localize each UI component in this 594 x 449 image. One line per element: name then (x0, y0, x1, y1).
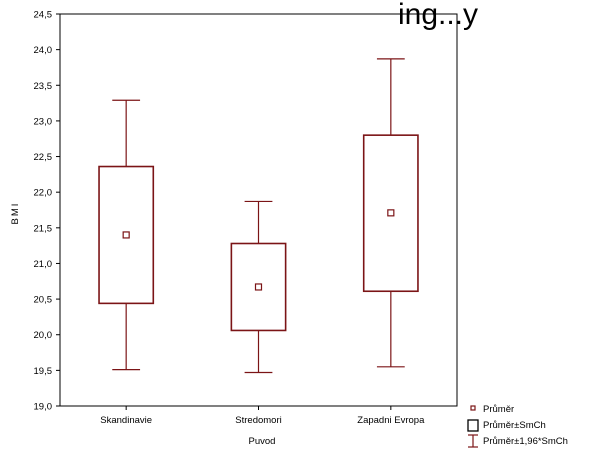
y-tick-label: 22,5 (34, 152, 53, 163)
y-tick-label: 23,5 (34, 81, 53, 92)
box (230, 242, 287, 332)
chart-title: ing...y (398, 0, 478, 31)
y-tick-label: 20,5 (34, 295, 53, 306)
x-tick-label: Stredomori (235, 415, 281, 426)
x-tick-label: Skandinavie (100, 415, 152, 426)
mean-marker (387, 209, 395, 217)
y-tick-label: 24,5 (34, 10, 53, 21)
legend-mean-label: Průměr (483, 404, 514, 415)
box-series (98, 58, 419, 374)
y-tick-label: 23,0 (34, 116, 53, 127)
chart-title-fragment: ing...y (398, 0, 478, 31)
legend-box-label: Průměr±SmCh (483, 420, 546, 431)
legend-mean-marker (470, 405, 476, 411)
legend-item-mean: Průměr (470, 404, 514, 415)
mean-marker (254, 283, 263, 291)
y-tick-label: 21,0 (34, 259, 53, 270)
legend-box-marker (467, 419, 479, 432)
x-axis: Skandinavie Stredomori Zapadni Evropa (100, 406, 425, 426)
box (98, 165, 155, 305)
y-tick-label: 22,0 (34, 188, 53, 199)
mean-marker (122, 231, 130, 239)
x-axis-label: Puvod (249, 436, 276, 447)
y-tick-label: 21,5 (34, 223, 53, 234)
legend-whisker-label: Průměr±1,96*SmCh (483, 436, 568, 447)
legend-item-box: Průměr±SmCh (467, 419, 546, 432)
y-tick-label: 19,5 (34, 366, 53, 377)
legend: Průměr Průměr±SmCh Průměr±1,96*SmCh (467, 404, 568, 448)
x-tick-label: Zapadni Evropa (357, 415, 425, 426)
y-axis: 19,0 19,5 20,0 20,5 21,0 21,5 22,0 22,5 23,0 23,5… (34, 10, 60, 413)
box (362, 134, 419, 293)
y-tick-label: 24,0 (34, 45, 53, 56)
y-tick-label: 19,0 (34, 402, 53, 413)
y-axis-label: BMI (10, 202, 21, 225)
y-tick-label: 20,0 (34, 330, 53, 341)
legend-item-whisker: Průměr±1,96*SmCh (468, 434, 568, 448)
